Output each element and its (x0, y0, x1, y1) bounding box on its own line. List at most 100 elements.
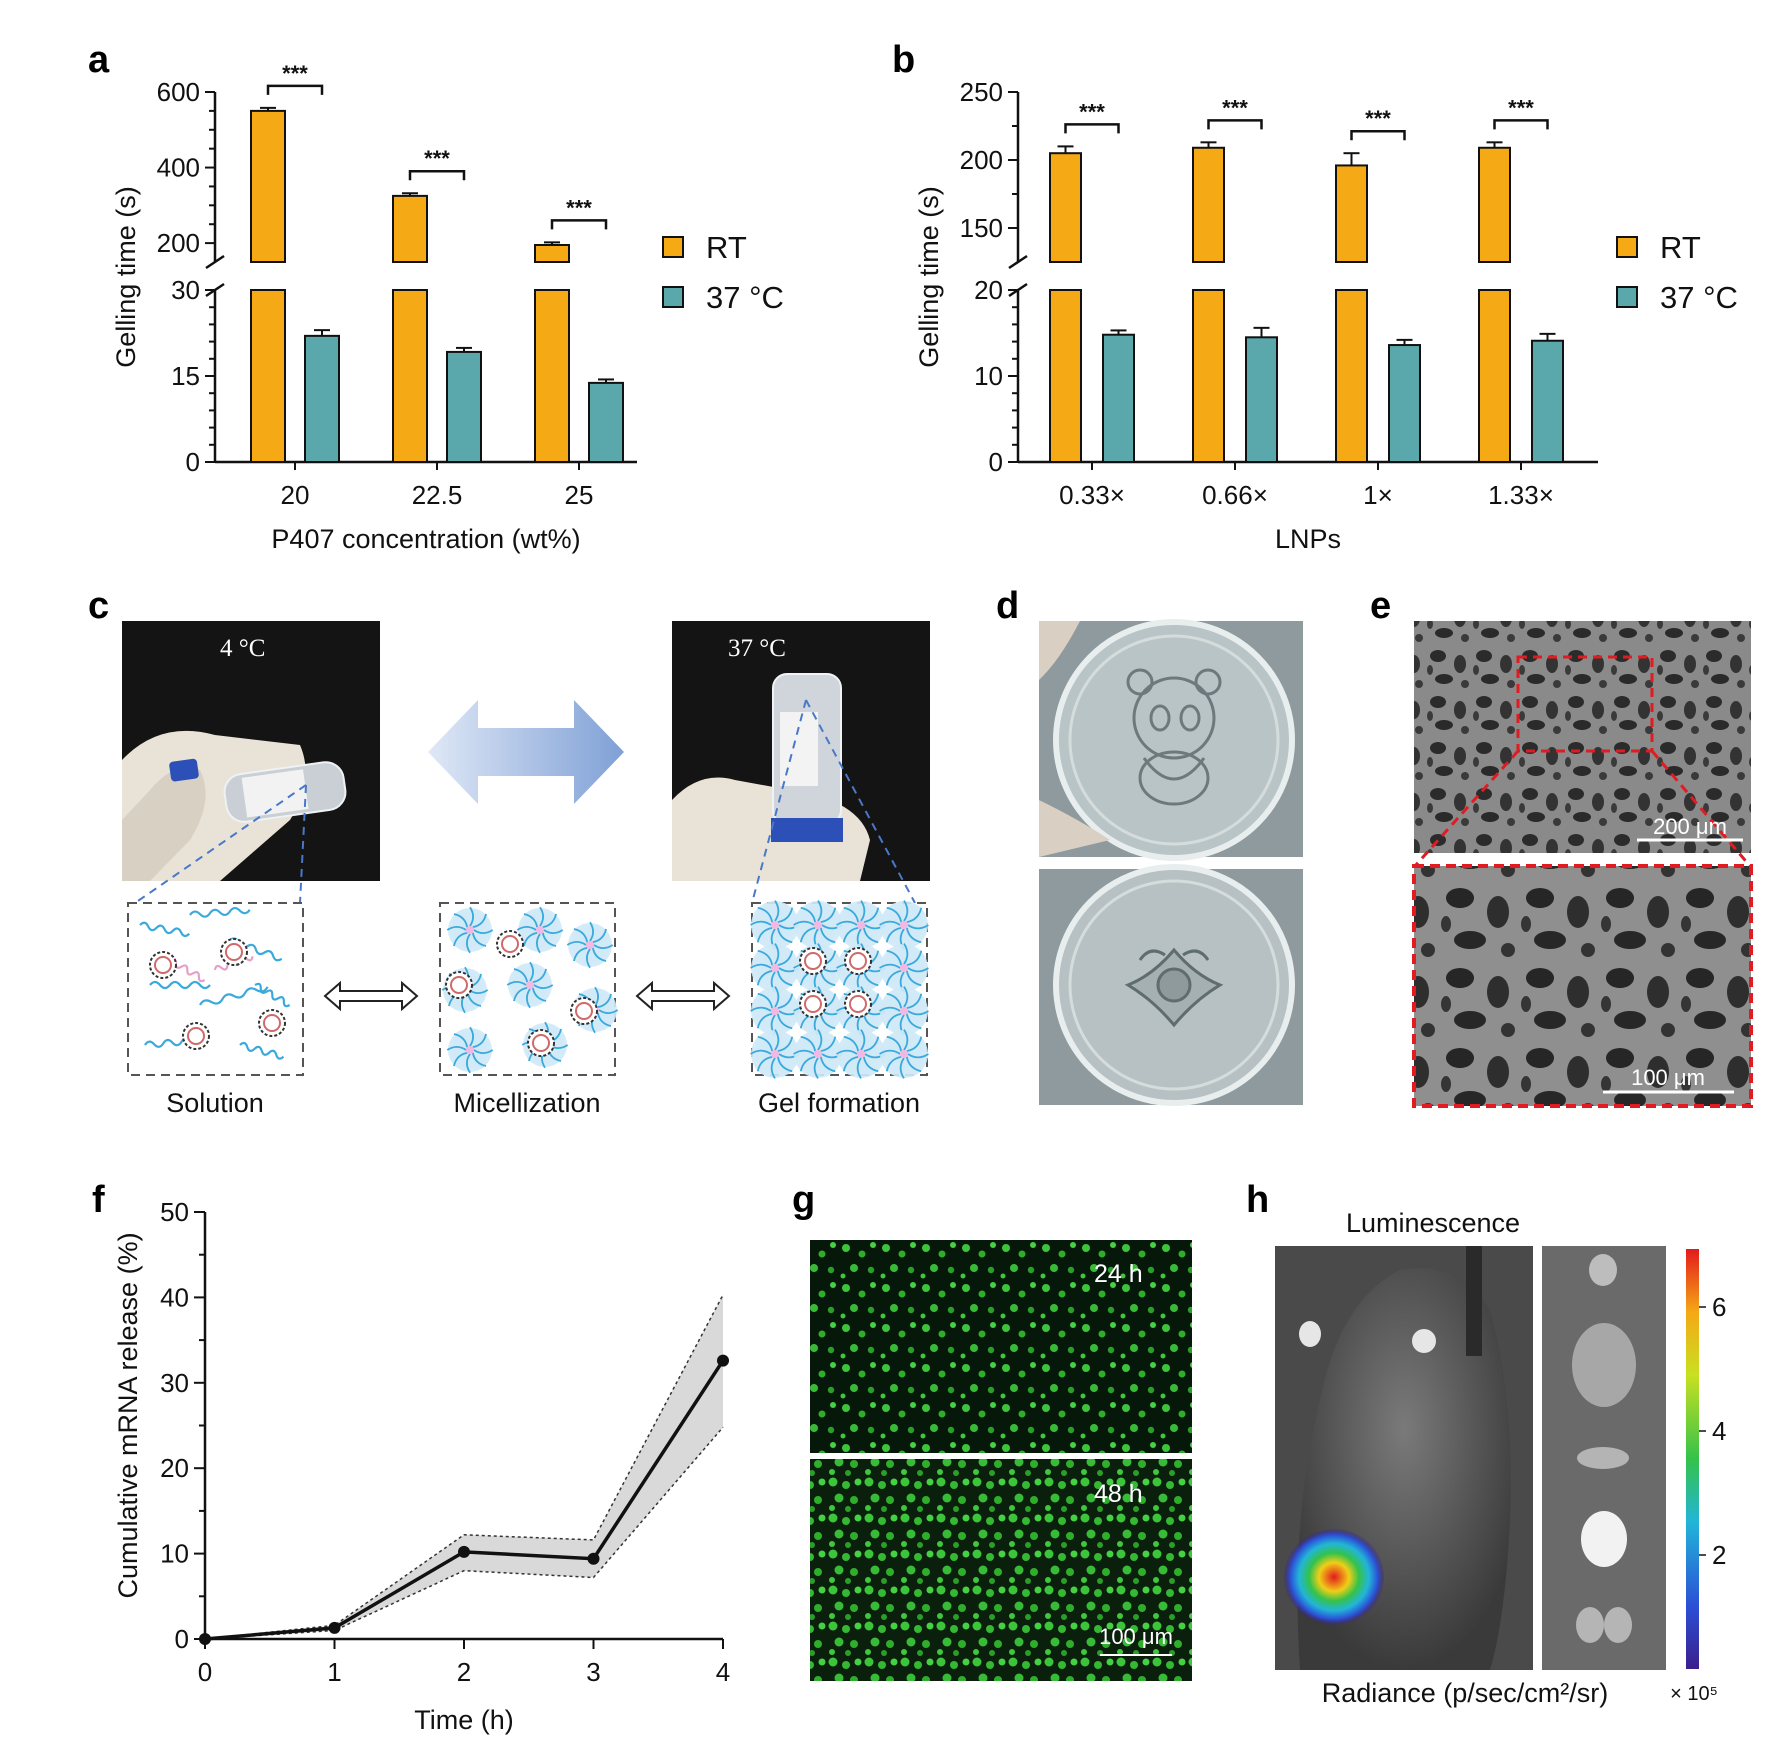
micelle-arm (836, 920, 858, 926)
micelle-arm (906, 950, 923, 967)
lnp-core (450, 976, 468, 994)
colorbar-tick-4: 4 (1712, 1416, 1726, 1446)
axis-break-mark (205, 254, 225, 270)
micelle-arm (471, 1052, 487, 1067)
x-axis-label: LNPs (1275, 524, 1341, 554)
micelle-arm (813, 1057, 819, 1079)
legend-b-37-label: 37 °C (1660, 280, 1738, 315)
legend-a-rt-swatch (662, 236, 684, 258)
micelle-arm (591, 947, 607, 962)
micelle-arm (573, 946, 588, 962)
x-tick-label: 0.66× (1202, 480, 1268, 510)
micelle-arm (905, 1056, 922, 1073)
y-tick-label: 0 (989, 447, 1003, 477)
polymer-chain (254, 982, 291, 1008)
zoom-roi-box (1516, 655, 1654, 753)
micelle-arm (793, 1049, 815, 1055)
data-point-3 (587, 1552, 600, 1565)
micelle-arm (531, 987, 547, 1002)
panel-h: Luminescence 6 4 2 Radiance (p/sec/cm²/s… (1275, 1208, 1726, 1708)
bar-rt-lower-2 (534, 289, 570, 463)
y-tick-label: 10 (160, 1539, 189, 1569)
micelle-core (857, 921, 865, 929)
micelle-arm (907, 967, 929, 973)
sem-image-low-mag (1414, 621, 1751, 853)
micelle-arm (817, 900, 823, 922)
micelle-arm (774, 986, 780, 1008)
bar-37c-1 (1245, 336, 1278, 463)
micelle-arm (539, 906, 545, 927)
micelle-arm (446, 925, 467, 931)
micelle-arm (903, 943, 909, 965)
lnp-core (154, 956, 172, 974)
radiance-label: Radiance (p/sec/cm²/sr) (1322, 1678, 1609, 1708)
micelle-arm (589, 921, 595, 942)
micelle-arm (879, 963, 901, 969)
micelle-arm (886, 1035, 903, 1052)
lnp-core (532, 1034, 550, 1052)
bar-rt-upper-2 (534, 244, 570, 263)
panel-c: 4 °C 37 °C Solution Mice (122, 621, 930, 1118)
micelle-arm (906, 993, 923, 1010)
bar-37c-1 (446, 350, 482, 464)
micelle-arm (471, 932, 487, 947)
micelle-core (771, 1050, 779, 1058)
micelle-core (857, 1050, 865, 1058)
micelle-arm (862, 970, 879, 987)
micelle-arm (774, 1029, 780, 1051)
micelle-arm (465, 933, 471, 954)
y-axis-label: Cumulative mRNA release (%) (113, 1232, 143, 1598)
organs-luminescence-image (1542, 1246, 1666, 1670)
micelle-arm (842, 1055, 859, 1072)
micelle-arm (817, 1029, 823, 1051)
micelle-arm (473, 1049, 494, 1055)
micelle-arm (525, 988, 531, 1009)
significance-bracket (1064, 123, 1120, 134)
micelle-arm (757, 949, 774, 966)
temp-label-37c: 37 °C (728, 635, 786, 662)
y-tick-label: 200 (157, 228, 200, 258)
scale-label-200um: 200 μm (1653, 814, 1727, 839)
bar-rt-upper-0 (1049, 152, 1082, 263)
micelle-arm (465, 1053, 471, 1074)
micelle-arm (750, 1049, 772, 1055)
y-tick-label: 0 (175, 1624, 189, 1654)
micelle-arm (886, 992, 903, 1009)
bar-37c-2 (1388, 344, 1421, 464)
micelle-arm (469, 906, 475, 927)
legend-b: RT 37 °C (1616, 230, 1738, 315)
colorbar-multiplier: × 10⁵ (1670, 1683, 1718, 1705)
micelle-arm (800, 1035, 817, 1052)
micelle-arm (453, 1051, 468, 1067)
significance-bracket (1350, 129, 1406, 141)
micelle-arm (903, 900, 909, 922)
y-tick-label: 20 (160, 1453, 189, 1483)
micelle-arm (860, 1029, 866, 1051)
gel-dish-flower-photo (1039, 864, 1303, 1106)
micelle-arm (523, 913, 539, 928)
lnp-core (187, 1027, 205, 1045)
significance-bracket (266, 84, 324, 95)
micelle-arm (756, 1055, 773, 1072)
x-tick-label: 1× (1363, 480, 1393, 510)
micelle-arm (777, 993, 794, 1010)
x-tick-label: 4 (716, 1657, 730, 1687)
panel-g: 24 h 48 h 100 μm (810, 1240, 1192, 1681)
micelle-core (466, 1046, 474, 1054)
micelle-arm (777, 1036, 794, 1053)
caption-gel-formation: Gel formation (758, 1088, 920, 1118)
bar-rt-lower-0 (250, 289, 286, 463)
polymer-chain (199, 986, 269, 1006)
y-tick-label: 600 (157, 77, 200, 107)
x-tick-label: 20 (281, 480, 310, 510)
micelle-arm (533, 984, 554, 990)
lnp-core (849, 952, 867, 970)
micelle-core (771, 1007, 779, 1015)
polymer-chain (139, 921, 191, 938)
sem-image-high-mag (1412, 864, 1753, 1108)
x-tick-label: 3 (586, 1657, 600, 1687)
micelle-arm (757, 1035, 774, 1052)
micelle-arm (506, 980, 527, 986)
significance-bracket (408, 169, 466, 181)
